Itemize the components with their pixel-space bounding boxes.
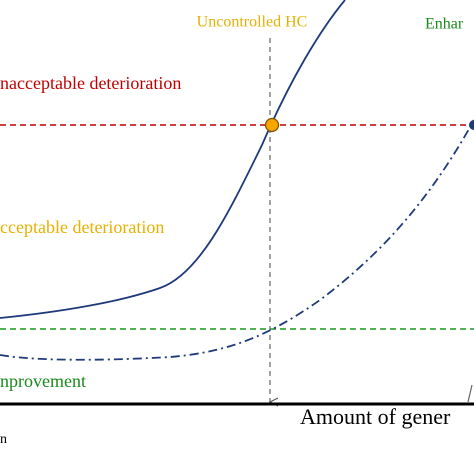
enhanced-point [469, 120, 474, 130]
acceptable-label: cceptable deterioration [0, 217, 164, 237]
x-axis-label: Amount of gener [300, 404, 451, 429]
uncontrolled-point [264, 117, 280, 133]
corner-label: n [0, 432, 7, 447]
right-arrow [467, 384, 473, 403]
enhanced-label: Enhar [425, 16, 464, 33]
uncontrolled-label: Uncontrolled HC [197, 14, 308, 31]
enhanced-curve [0, 119, 474, 361]
unacceptable-label: nacceptable deterioration [0, 73, 181, 93]
uncontrolled-curve [0, 0, 346, 319]
improvement-label: nprovement [0, 371, 86, 391]
